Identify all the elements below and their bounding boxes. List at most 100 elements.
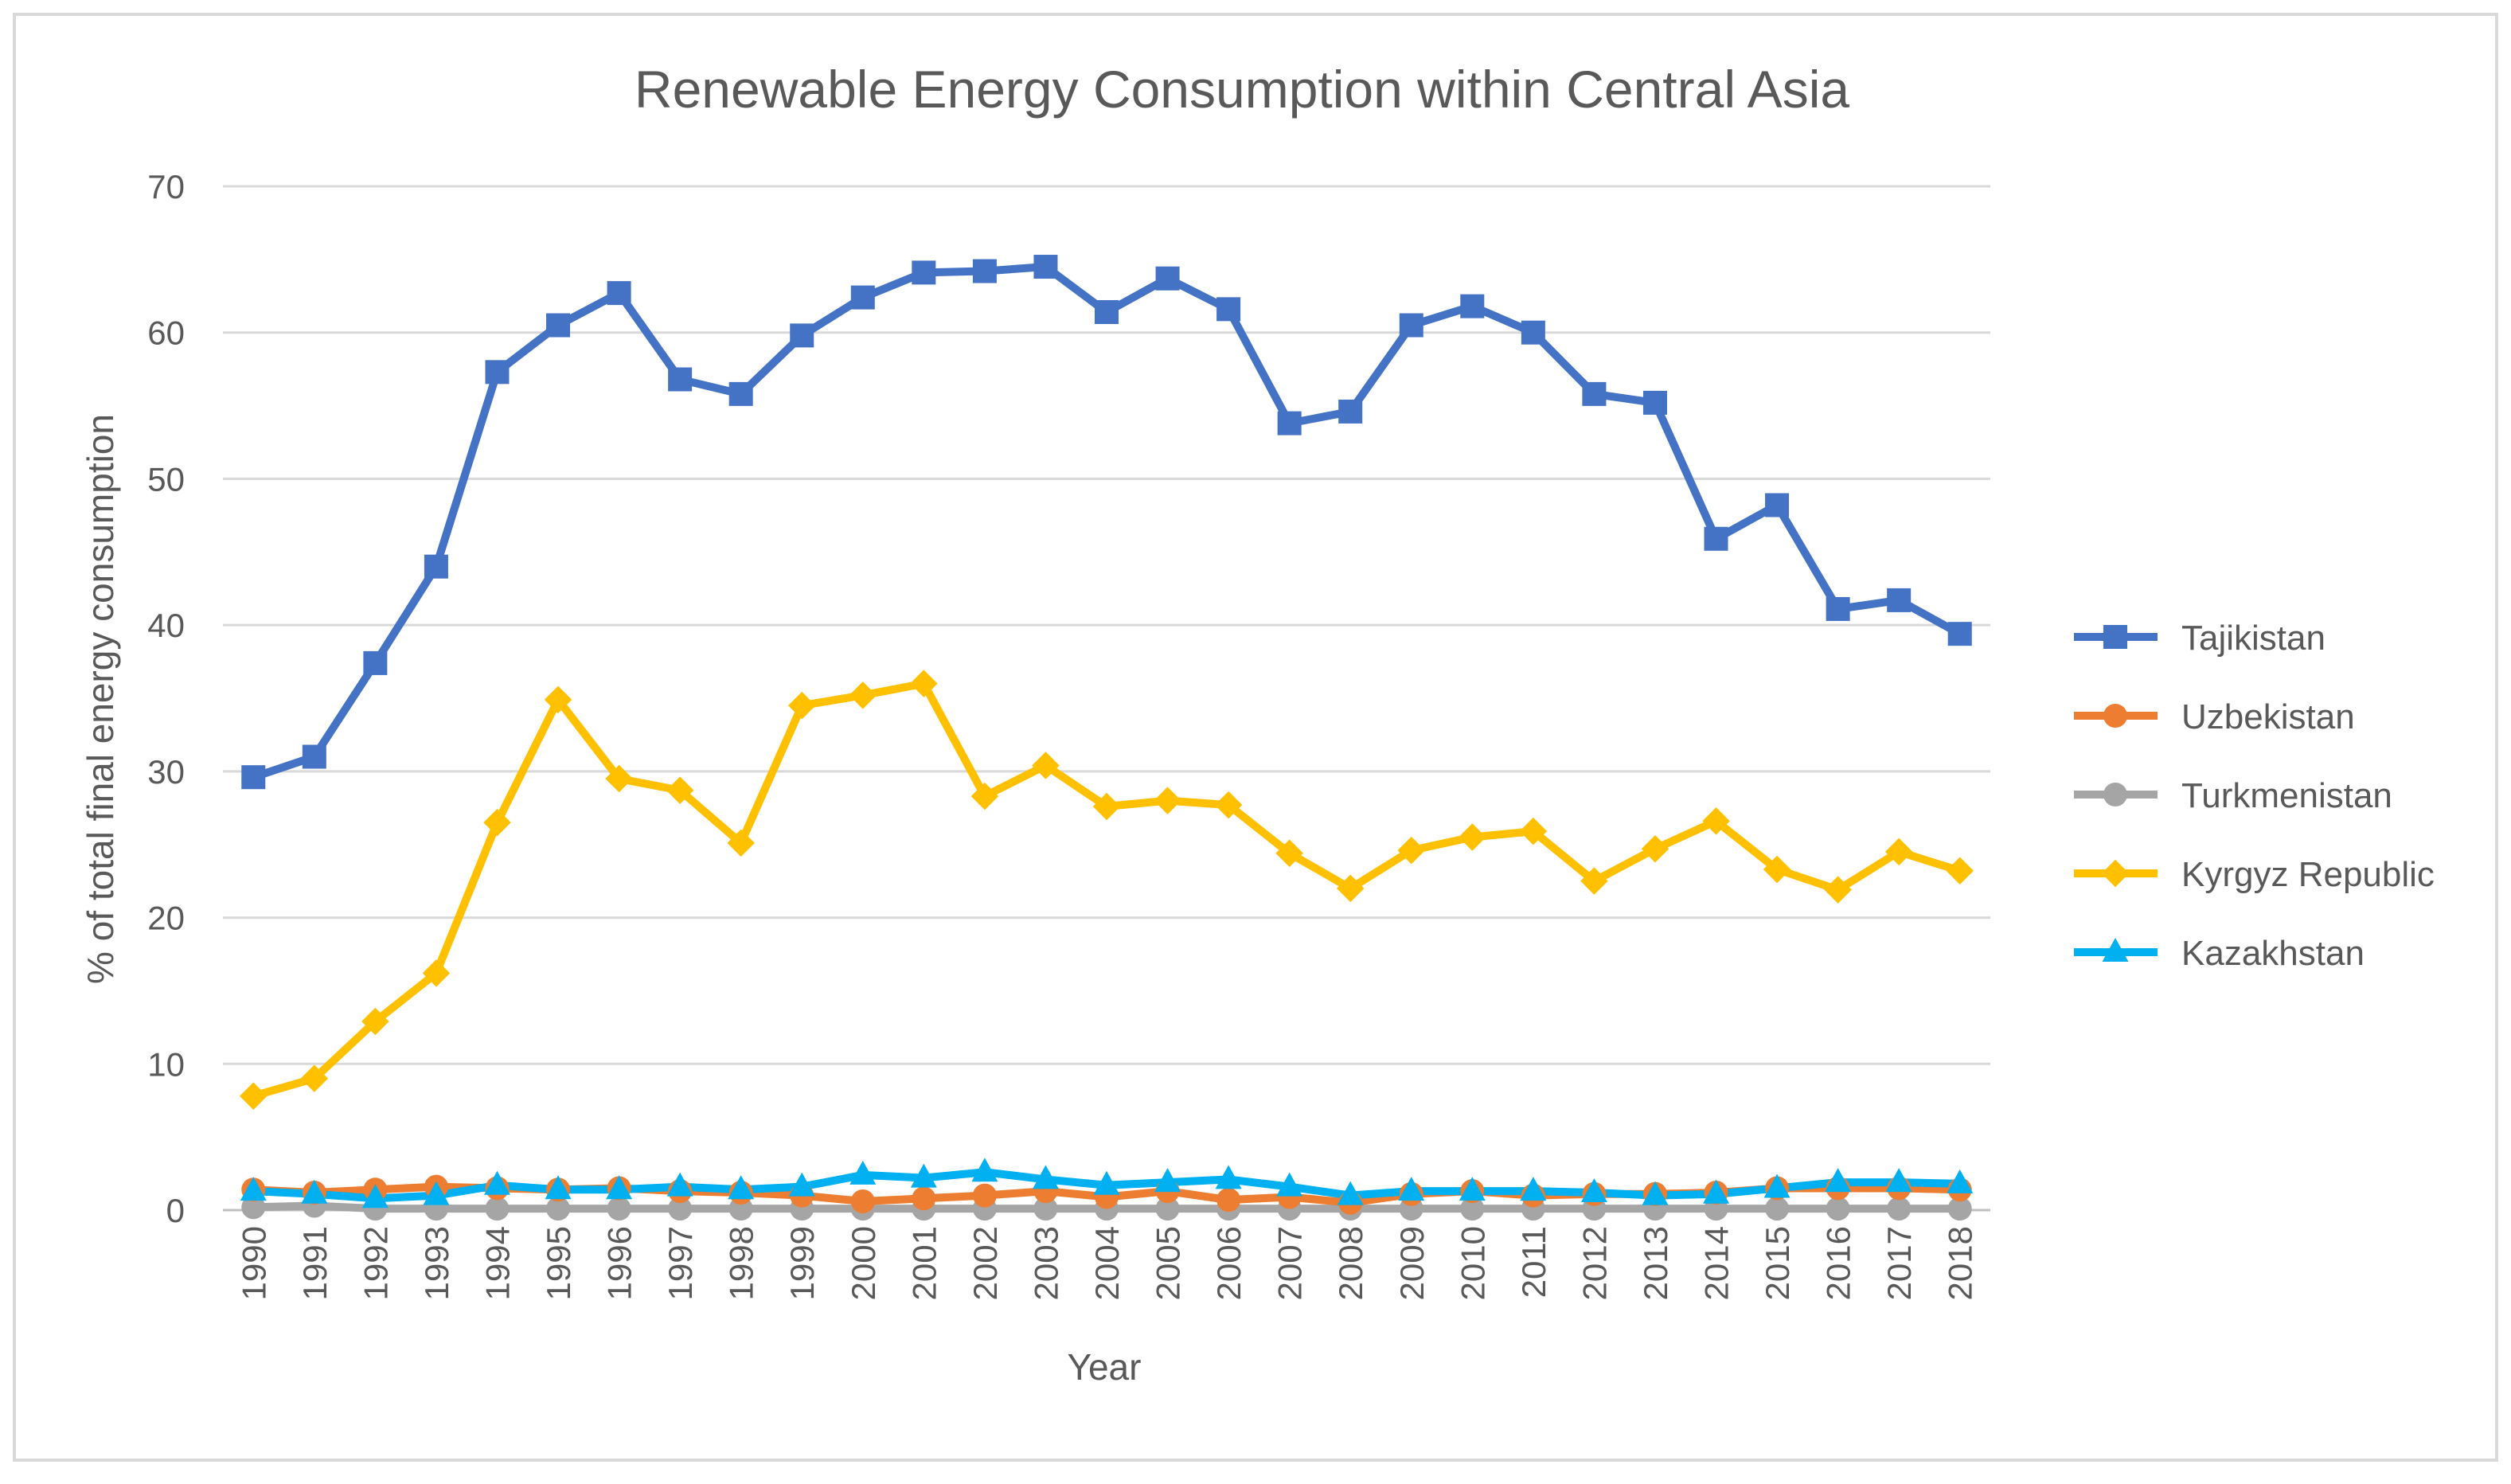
data-point-kazakhstan (1642, 1181, 1669, 1205)
legend-label: Turkmenistan (2181, 776, 2392, 815)
x-tick-label: 2010 (1454, 1226, 1491, 1300)
data-point-turkmenistan (241, 1195, 266, 1220)
x-tick-label: 1996 (601, 1226, 638, 1300)
legend-swatch-marker (2103, 625, 2127, 649)
data-point-kyrgyz-republic (1884, 838, 1913, 866)
data-point-tajikistan (1399, 313, 1423, 338)
data-point-turkmenistan (1887, 1197, 1912, 1221)
data-point-tajikistan (607, 281, 631, 306)
legend-item-uzbekistan: Uzbekistan (2074, 697, 2355, 736)
data-point-kazakhstan (1032, 1165, 1059, 1189)
x-tick-label: 2016 (1820, 1226, 1857, 1300)
x-tick-label: 2014 (1698, 1226, 1736, 1300)
data-point-kazakhstan (1093, 1170, 1120, 1195)
data-point-kyrgyz-republic (300, 1064, 329, 1092)
chart-title: Renewable Energy Consumption within Cent… (635, 60, 1849, 119)
data-point-turkmenistan (546, 1197, 571, 1221)
y-axis-ticks: 0 10 20 30 40 50 60 70 (147, 168, 185, 1229)
data-point-kazakhstan (1215, 1165, 1242, 1189)
y-tick-label: 70 (147, 168, 185, 205)
y-tick-label: 40 (147, 607, 185, 644)
data-point-tajikistan (1582, 381, 1607, 406)
x-tick-label: 2012 (1576, 1226, 1613, 1300)
data-point-tajikistan (850, 285, 875, 310)
y-tick-label: 20 (147, 900, 185, 937)
x-tick-label: 1997 (662, 1226, 699, 1300)
y-tick-label: 10 (147, 1045, 185, 1083)
legend-label: Kyrgyz Republic (2181, 855, 2435, 894)
legend-item-kyrgyz-republic: Kyrgyz Republic (2074, 855, 2435, 894)
data-point-tajikistan (485, 360, 510, 385)
x-axis-label: Year (1068, 1346, 1142, 1388)
x-tick-label: 2002 (967, 1226, 1004, 1300)
data-point-turkmenistan (1826, 1197, 1850, 1221)
x-tick-label: 2001 (905, 1226, 943, 1300)
data-point-tajikistan (1704, 526, 1728, 551)
data-point-tajikistan (790, 323, 814, 348)
data-point-kazakhstan (728, 1175, 755, 1200)
legend-swatch-marker (2103, 783, 2127, 806)
data-point-tajikistan (1155, 266, 1180, 291)
data-point-kyrgyz-republic (1092, 792, 1121, 821)
data-point-kazakhstan (1520, 1177, 1547, 1201)
data-point-turkmenistan (1033, 1197, 1058, 1221)
data-point-turkmenistan (1155, 1197, 1180, 1221)
data-point-kyrgyz-republic (1641, 834, 1669, 863)
data-point-kyrgyz-republic (1275, 839, 1303, 867)
legend-swatch-marker (2102, 938, 2129, 962)
series-lines (249, 263, 1964, 1213)
data-point-tajikistan (363, 650, 388, 675)
y-tick-label: 50 (147, 460, 185, 498)
data-point-kyrgyz-republic (727, 829, 755, 857)
data-point-tajikistan (424, 554, 448, 579)
data-point-tajikistan (1033, 255, 1058, 279)
data-point-kyrgyz-republic (666, 776, 694, 804)
data-point-uzbekistan (912, 1186, 936, 1211)
data-point-uzbekistan (972, 1183, 997, 1208)
data-point-uzbekistan (1216, 1188, 1241, 1213)
data-point-kazakhstan (1825, 1168, 1852, 1193)
x-tick-label: 2004 (1088, 1226, 1126, 1300)
data-point-kazakhstan (1947, 1169, 1974, 1193)
series-line-kyrgyz-republic (249, 679, 1964, 1100)
data-point-tajikistan (1521, 320, 1545, 345)
data-point-tajikistan (302, 744, 326, 769)
data-point-kazakhstan (666, 1172, 693, 1197)
data-point-kyrgyz-republic (787, 691, 816, 720)
data-point-tajikistan (1947, 622, 1972, 646)
data-point-kazakhstan (483, 1170, 510, 1195)
y-tick-label: 60 (147, 314, 185, 352)
data-point-kazakhstan (423, 1181, 450, 1205)
x-tick-label: 1992 (357, 1226, 394, 1300)
x-tick-label: 1990 (235, 1226, 272, 1300)
data-point-kyrgyz-republic (1397, 836, 1426, 865)
x-tick-label: 1998 (723, 1226, 760, 1300)
data-point-tajikistan (1642, 390, 1667, 415)
data-point-kyrgyz-republic (361, 1007, 389, 1036)
data-point-kyrgyz-republic (1154, 787, 1181, 814)
data-point-uzbekistan (850, 1189, 875, 1213)
data-point-kyrgyz-republic (483, 808, 511, 837)
data-point-kyrgyz-republic (1519, 817, 1548, 845)
data-point-tajikistan (668, 367, 693, 392)
data-point-kyrgyz-republic (910, 670, 938, 697)
data-point-turkmenistan (1765, 1197, 1790, 1221)
x-tick-label: 2003 (1027, 1226, 1064, 1300)
data-point-kazakhstan (971, 1158, 998, 1182)
data-point-kazakhstan (1885, 1168, 1912, 1193)
legend-swatch-marker (2103, 704, 2127, 728)
data-point-kazakhstan (788, 1172, 815, 1197)
x-tick-label: 2008 (1332, 1226, 1369, 1300)
data-point-turkmenistan (1947, 1197, 1972, 1221)
y-tick-label: 30 (147, 753, 185, 791)
legend: Tajikistan Uzbekistan Turkmenistan Kyrgyz R… (2074, 619, 2435, 973)
data-point-kyrgyz-republic (1459, 823, 1486, 851)
chart-frame (13, 13, 2498, 1462)
data-point-tajikistan (1216, 297, 1241, 322)
legend-item-tajikistan: Tajikistan (2074, 619, 2326, 658)
data-point-kyrgyz-republic (1824, 876, 1852, 904)
data-point-kyrgyz-republic (1763, 855, 1791, 884)
data-point-kazakhstan (1154, 1168, 1181, 1193)
data-point-kazakhstan (301, 1179, 328, 1204)
data-point-kazakhstan (1703, 1179, 1730, 1204)
